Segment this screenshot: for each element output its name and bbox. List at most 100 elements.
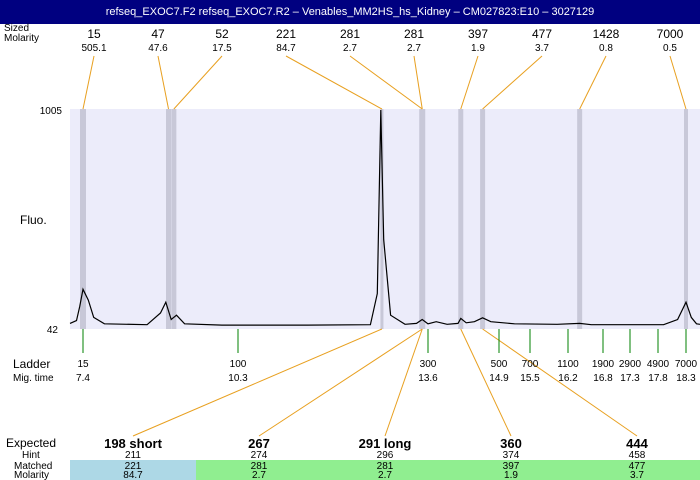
matched-cell xyxy=(574,460,700,480)
matched-value: 477 xyxy=(629,461,646,472)
ladder-size-label: 500 xyxy=(491,359,508,370)
matched-molarity-value: 84.7 xyxy=(123,470,143,480)
ladder-size-label: 15 xyxy=(77,359,89,370)
peak-leader-line xyxy=(157,55,170,110)
hint-value: 296 xyxy=(377,450,394,461)
expected-row-label: Expected xyxy=(6,436,56,450)
ladder-size-label: 1100 xyxy=(557,359,579,370)
peak-leader-line xyxy=(579,55,607,110)
expected-size-label: 444 xyxy=(626,436,648,451)
fluorescence-trace xyxy=(69,109,700,326)
ladder-size-label: 2900 xyxy=(619,359,642,370)
peak-leader-line xyxy=(82,55,95,110)
peak-leader-line xyxy=(173,55,223,110)
ladder-size-label: 4900 xyxy=(647,359,670,370)
ladder-row-label: Ladder xyxy=(13,357,50,371)
hint-value: 458 xyxy=(629,450,646,461)
peak-size-label: 7000 xyxy=(657,27,684,41)
hint-value: 274 xyxy=(251,450,268,461)
expected-size-label: 198 short xyxy=(104,436,162,451)
peak-size-label: 1428 xyxy=(593,27,620,41)
peak-leader-line xyxy=(285,55,383,110)
expected-leader-line xyxy=(132,328,383,437)
ladder-mig-time-label: 7.4 xyxy=(76,373,90,384)
peak-band xyxy=(480,109,486,329)
matched-cell xyxy=(322,460,448,480)
matched-value: 281 xyxy=(377,461,394,472)
ladder-size-label: 100 xyxy=(230,359,247,370)
window-title: refseq_EXOC7.F2 refseq_EXOC7.R2 – Venabl… xyxy=(0,0,700,24)
expected-leader-line xyxy=(258,328,423,437)
hint-row-label: Hint xyxy=(22,450,40,461)
ladder-mig-time-label: 13.6 xyxy=(418,373,438,384)
ladder-size-label: 7000 xyxy=(675,359,698,370)
expected-size-label: 360 xyxy=(500,436,522,451)
matched-cell xyxy=(196,460,322,480)
matched-value: 397 xyxy=(503,461,520,472)
peak-molarity-label: 0.5 xyxy=(663,43,677,54)
expected-size-label: 291 long xyxy=(359,436,412,451)
peak-band xyxy=(380,109,384,329)
peak-band xyxy=(577,109,583,329)
peak-band xyxy=(458,109,464,329)
peak-size-label: 15 xyxy=(87,27,101,41)
matched-row-label: Matched xyxy=(14,461,52,472)
y-axis-top-label: 1005 xyxy=(40,106,63,117)
matched-molarity-value: 1.9 xyxy=(504,470,518,480)
peak-molarity-label: 1.9 xyxy=(471,43,485,54)
peak-molarity-label: 0.8 xyxy=(599,43,613,54)
peak-leader-line xyxy=(349,55,423,110)
hint-value: 211 xyxy=(125,450,141,461)
ladder-size-label: 300 xyxy=(420,359,437,370)
peak-size-label: 397 xyxy=(468,27,488,41)
fluo-axis-label: Fluo. xyxy=(20,213,47,227)
peak-leader-line xyxy=(460,55,479,110)
peak-band xyxy=(166,109,172,329)
ladder-mig-time-label: 17.8 xyxy=(648,373,668,384)
matched-molarity-value: 3.7 xyxy=(630,470,644,480)
peak-molarity-label: 2.7 xyxy=(343,43,357,54)
ladder-size-label: 1900 xyxy=(592,359,615,370)
peak-size-label: 221 xyxy=(276,27,296,41)
sized-row-label: Sized xyxy=(4,23,29,34)
expected-leader-line xyxy=(482,328,638,437)
ladder-mig-time-label: 17.3 xyxy=(620,373,640,384)
peak-size-label: 47 xyxy=(151,27,165,41)
ladder-size-label: 700 xyxy=(522,359,539,370)
peak-size-label: 52 xyxy=(215,27,229,41)
peak-band xyxy=(684,109,688,329)
matched-molarity-value: 2.7 xyxy=(378,470,392,480)
expected-size-label: 267 xyxy=(248,436,270,451)
matched-molarity-value: 2.7 xyxy=(252,470,266,480)
ladder-mig-time-label: 10.3 xyxy=(228,373,248,384)
peak-molarity-label: 17.5 xyxy=(212,43,232,54)
peak-molarity-label: 505.1 xyxy=(81,43,106,54)
peak-leader-line xyxy=(413,55,423,110)
mig-time-row-label: Mig. time xyxy=(13,373,54,384)
expected-leader-line xyxy=(384,328,423,437)
peak-size-label: 477 xyxy=(532,27,552,41)
peak-band xyxy=(419,109,426,329)
ladder-mig-time-label: 18.3 xyxy=(676,373,696,384)
peak-molarity-label: 2.7 xyxy=(407,43,421,54)
ladder-mig-time-label: 16.2 xyxy=(558,373,578,384)
peak-leader-line xyxy=(482,55,543,110)
matched-cell xyxy=(448,460,574,480)
expected-leader-line xyxy=(460,328,512,437)
peak-leader-line xyxy=(669,55,687,110)
molarity-row-label: Molarity xyxy=(4,33,39,44)
peak-molarity-label: 84.7 xyxy=(276,43,296,54)
peak-band xyxy=(80,109,86,329)
matched-value: 281 xyxy=(251,461,268,472)
ladder-mig-time-label: 16.8 xyxy=(593,373,613,384)
hint-value: 374 xyxy=(503,450,520,461)
peak-size-label: 281 xyxy=(340,27,360,41)
peak-molarity-label: 47.6 xyxy=(148,43,168,54)
peak-molarity-label: 3.7 xyxy=(535,43,549,54)
bottom-molarity-row-label: Molarity xyxy=(14,470,49,480)
peak-size-label: 281 xyxy=(404,27,424,41)
ladder-mig-time-label: 14.9 xyxy=(489,373,509,384)
plot-area xyxy=(70,109,700,329)
